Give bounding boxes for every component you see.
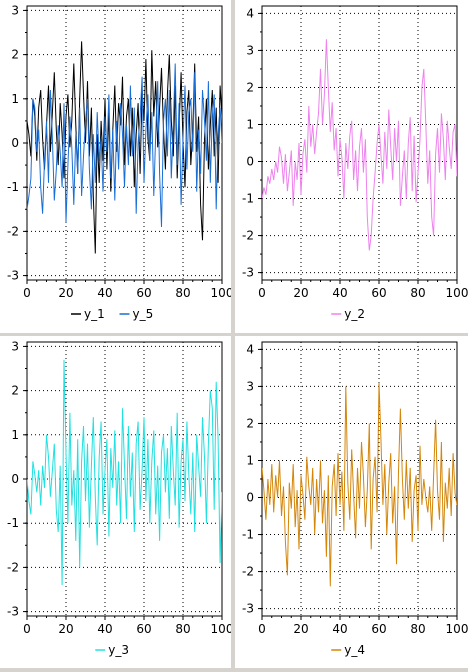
series-line-y5 xyxy=(27,63,222,228)
y-tick-label: 1 xyxy=(11,428,19,442)
x-tick-label: 0 xyxy=(258,622,266,636)
x-tick-label: 60 xyxy=(136,622,151,636)
series-line-y3 xyxy=(27,359,222,586)
y-tick-label: 1 xyxy=(246,453,254,467)
x-tick-label: 80 xyxy=(410,622,425,636)
legend-label: y_2 xyxy=(344,307,365,321)
x-tick-label: 60 xyxy=(371,622,386,636)
x-tick-label: 100 xyxy=(446,622,468,636)
chart-panel-y1-y5: 0 20 40 60 80 100 -3 -2 -1 0 1 2 3 y_1 y_5 xyxy=(0,0,233,333)
y-tick-label: 0 xyxy=(11,136,19,150)
x-tick-label: 40 xyxy=(97,286,112,300)
chart-svg: 0 20 40 60 80 100 -3 -2 -1 0 1 2 3 y_3 xyxy=(7,339,233,657)
legend-label: y_4 xyxy=(344,643,365,657)
y-tick-label: -3 xyxy=(7,605,19,619)
series-line-y2 xyxy=(262,39,457,251)
x-tick-label: 100 xyxy=(211,622,231,636)
x-tick-label: 80 xyxy=(410,286,425,300)
x-tick-label: 40 xyxy=(97,622,112,636)
y-tick-label: -1 xyxy=(242,528,254,542)
y-tick-label: 2 xyxy=(246,80,254,94)
y-tick-label: 0 xyxy=(11,472,19,486)
y-tick-label: -2 xyxy=(242,229,254,243)
legend-label: y_5 xyxy=(133,307,154,321)
series-line-y1 xyxy=(27,41,222,254)
y-tick-label: 1 xyxy=(11,92,19,106)
y-tick-label: -3 xyxy=(242,266,254,280)
chart-panel-y4: 0 20 40 60 80 100 -3 -2 -1 0 1 2 3 4 y_4 xyxy=(235,336,468,668)
x-tick-label: 60 xyxy=(136,286,151,300)
y-tick-label: -2 xyxy=(7,224,19,238)
plot-area xyxy=(26,341,223,617)
y-tick-label: -1 xyxy=(7,516,19,530)
x-tick-label: 60 xyxy=(371,286,386,300)
y-tick-label: 2 xyxy=(11,384,19,398)
x-tick-label: 0 xyxy=(258,286,266,300)
x-tick-label: 20 xyxy=(58,286,73,300)
y-tick-label: 3 xyxy=(246,43,254,57)
x-tick-label: 20 xyxy=(293,622,308,636)
x-tick-label: 20 xyxy=(58,622,73,636)
y-tick-label: -2 xyxy=(242,565,254,579)
y-tick-label: 4 xyxy=(246,6,254,20)
y-tick-label: -1 xyxy=(242,192,254,206)
y-tick-label: -3 xyxy=(242,602,254,616)
legend-item: y_4 xyxy=(331,643,365,657)
x-tick-label: 40 xyxy=(332,622,347,636)
chart-svg: 0 20 40 60 80 100 -3 -2 -1 0 1 2 3 4 y_4 xyxy=(242,341,468,657)
y-tick-label: -1 xyxy=(7,180,19,194)
chart-svg: 0 20 40 60 80 100 -3 -2 -1 0 1 2 3 y_1 y_5 xyxy=(7,3,233,321)
x-tick-label: 40 xyxy=(332,286,347,300)
y-tick-label: 0 xyxy=(246,155,254,169)
y-tick-label: 3 xyxy=(11,339,19,353)
legend-label: y_3 xyxy=(108,643,129,657)
x-tick-label: 100 xyxy=(211,286,231,300)
legend-item: y_3 xyxy=(95,643,129,657)
y-tick-label: 1 xyxy=(246,117,254,131)
x-tick-label: 100 xyxy=(446,286,468,300)
plot-area xyxy=(261,341,458,617)
legend-item: y_5 xyxy=(119,307,154,321)
legend-item: y_1 xyxy=(71,307,105,321)
y-tick-label: -3 xyxy=(7,269,19,283)
y-tick-label: 3 xyxy=(246,379,254,393)
chart-panel-y3: 0 20 40 60 80 100 -3 -2 -1 0 1 2 3 y_3 xyxy=(0,336,233,668)
y-tick-label: 3 xyxy=(11,3,19,17)
x-tick-label: 20 xyxy=(293,286,308,300)
legend-label: y_1 xyxy=(84,307,105,321)
series-line-y4 xyxy=(262,382,457,587)
chart-panel-y2: 0 20 40 60 80 100 -3 -2 -1 0 1 2 3 4 y_2 xyxy=(235,0,468,333)
y-tick-label: 4 xyxy=(246,342,254,356)
y-tick-label: 2 xyxy=(11,48,19,62)
x-tick-label: 0 xyxy=(23,622,31,636)
x-tick-label: 80 xyxy=(175,622,190,636)
x-tick-label: 80 xyxy=(175,286,190,300)
y-tick-label: 0 xyxy=(246,491,254,505)
y-tick-label: 2 xyxy=(246,416,254,430)
legend-item: y_2 xyxy=(331,307,365,321)
y-tick-label: -2 xyxy=(7,560,19,574)
chart-svg: 0 20 40 60 80 100 -3 -2 -1 0 1 2 3 4 y_2 xyxy=(242,5,468,321)
x-tick-label: 0 xyxy=(23,286,31,300)
